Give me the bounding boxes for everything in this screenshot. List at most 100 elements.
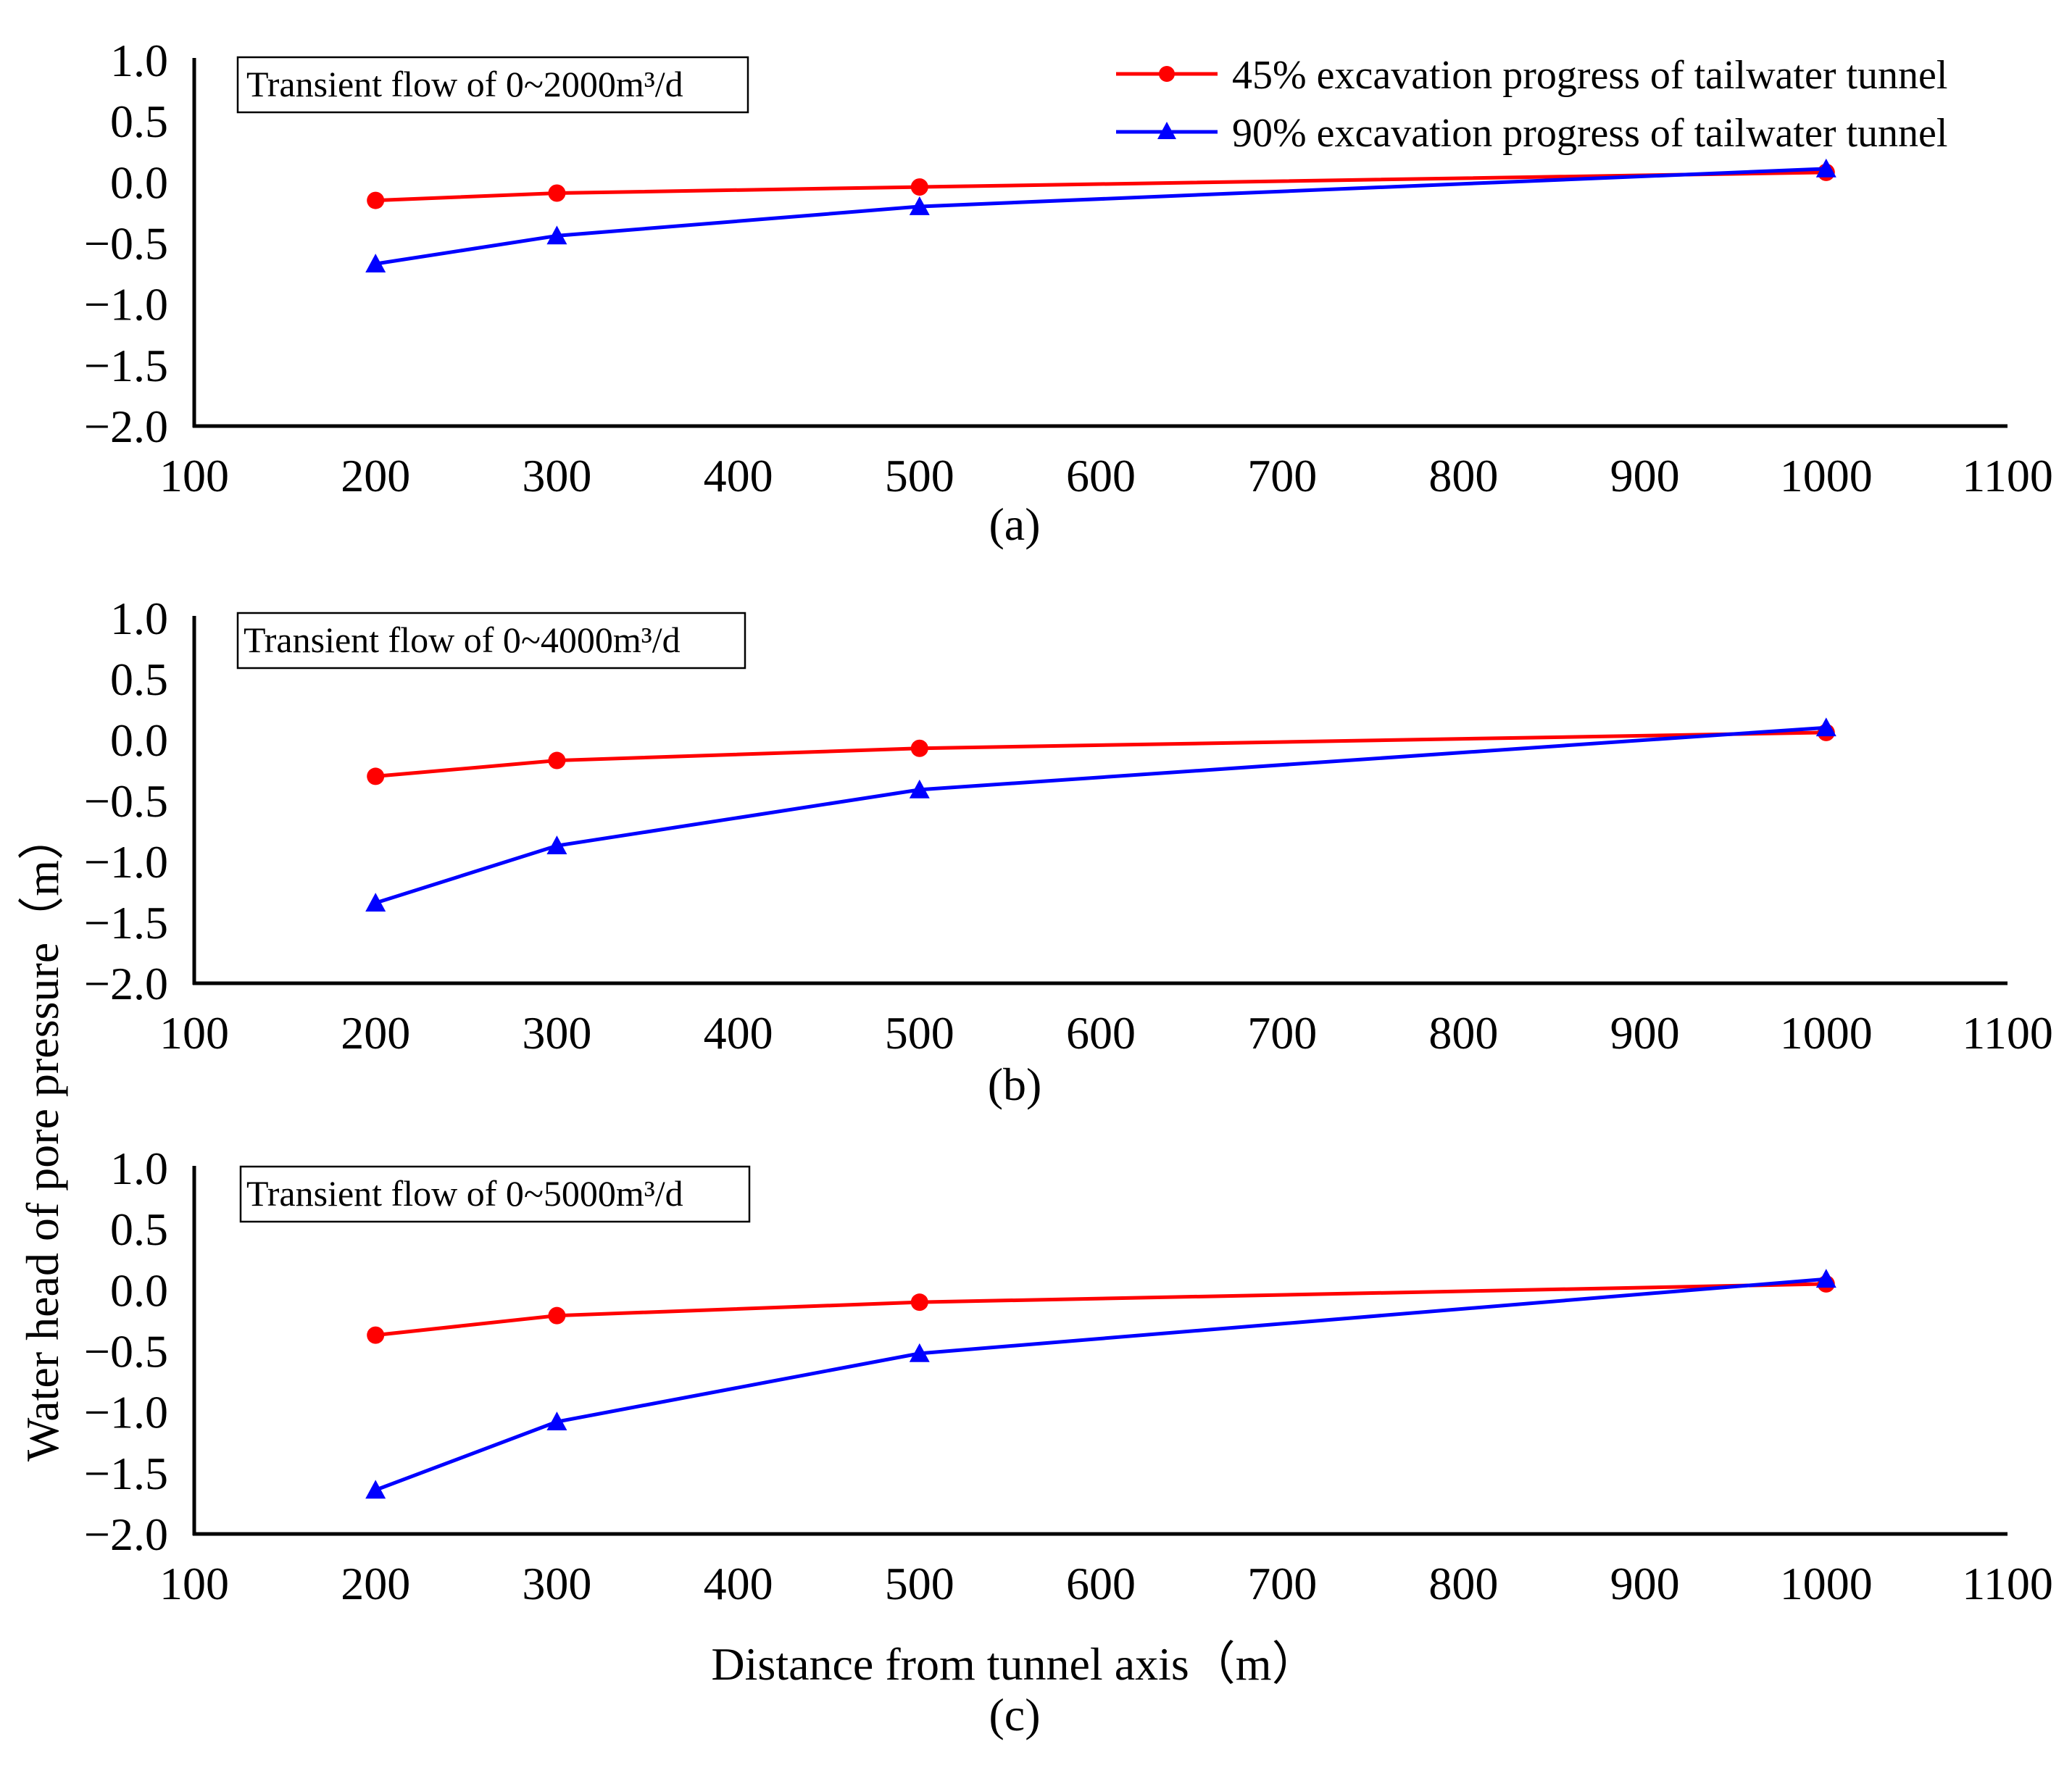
x-tick-label-b: 500 [885,1007,954,1059]
y-axis-title: Water head of pore pressure（m） [17,814,68,1461]
data-point-45-a [367,191,385,209]
data-point-90-a [546,225,567,245]
legend-label-90: 90% excavation progress of tailwater tun… [1232,111,1947,156]
y-tick-label-c: 1.0 [110,1143,168,1194]
y-tick-label-a: 0.5 [110,96,168,147]
x-tick-label-a: 400 [704,450,773,501]
y-tick-label-c: −0.5 [84,1326,168,1377]
series-c [365,1269,1836,1499]
series-a [365,158,1836,273]
data-point-90-b [546,835,567,855]
y-tick-label-a: −1.5 [84,340,168,391]
series-line-45-a [375,170,1826,203]
x-tick-label-c: 100 [159,1558,229,1609]
x-tick-label-c: 1100 [1962,1558,2053,1609]
legend: 45% excavation progress of tailwater tun… [1116,53,1947,156]
data-point-45-a [910,178,928,196]
annotation-box-c [239,1165,751,1223]
data-point-45-c [548,1306,566,1325]
panel-b: Transient flow of 0~4000m³/d 1.0 0.5 0.0 −0… [84,593,2053,1110]
annotation-b: Transient flow of 0~4000m³/d [244,620,681,660]
x-ticks-a: 100 200 300 400 500 600 700 800 900 1000 1100 [159,450,2053,501]
x-tick-label-a: 700 [1247,450,1317,501]
y-tick-label-a: 1.0 [110,35,168,86]
data-point-45-c [910,1293,928,1312]
panel-c: Transient flow of 0~5000m³/d 1.0 0.5 0.0 −0… [84,1143,2053,1740]
x-tick-label-c: 1000 [1780,1558,1873,1609]
data-point-45-b [367,767,385,785]
y-tick-label-a: 0.0 [110,157,168,208]
x-tick-label-a: 600 [1066,450,1136,501]
y-tick-label-b: −1.0 [84,836,168,888]
y-tick-label-b: −0.5 [84,775,168,827]
data-point-90-b [909,779,930,798]
x-tick-label-a: 800 [1428,450,1498,501]
series-b [365,717,1836,912]
x-tick-label-b: 900 [1610,1007,1680,1059]
data-point-45-b [910,739,928,757]
legend-marker-triangle [1157,122,1176,139]
x-tick-label-b: 300 [522,1007,591,1059]
data-point-45-c [367,1326,385,1344]
x-tick-label-c: 200 [341,1558,410,1609]
x-tick-label-a: 500 [885,450,954,501]
y-tick-label-b: 0.0 [110,714,168,766]
x-tick-label-c: 400 [704,1558,773,1609]
x-tick-label-a: 1100 [1962,450,2053,501]
data-point-90-a [365,254,386,273]
annotation-c: Transient flow of 0~5000m³/d [246,1173,683,1214]
x-ticks-b: 100 200 300 400 500 600 700 800 900 1000 1100 [159,1007,2053,1059]
legend-marker-circle [1159,66,1175,82]
x-tick-label-c: 700 [1247,1558,1317,1609]
panel-label-a: (a) [989,499,1040,550]
series-line-90-a [375,167,1826,266]
y-tick-label-b: 1.0 [110,593,168,644]
y-tick-label-c: −2.0 [84,1509,168,1560]
x-tick-label-b: 600 [1066,1007,1136,1059]
y-tick-label-b: −2.0 [84,958,168,1009]
series-line-45-c [375,1282,1826,1338]
y-ticks-c: 1.0 0.5 0.0 −0.5 −1.0 −1.5 −2.0 [84,1143,168,1560]
data-point-90-c [365,1480,386,1499]
series-line-45-b [375,730,1826,778]
x-tick-label-a: 1000 [1780,450,1873,501]
x-tick-label-b: 800 [1428,1007,1498,1059]
data-point-90-a [1815,158,1836,178]
x-tick-label-c: 600 [1066,1558,1136,1609]
data-point-90-c [1815,1269,1836,1288]
data-point-90-b [365,893,386,912]
legend-item-45: 45% excavation progress of tailwater tun… [1116,53,1947,98]
y-tick-label-c: −1.0 [84,1387,168,1438]
x-tick-label-a: 100 [159,450,229,501]
legend-label-45: 45% excavation progress of tailwater tun… [1232,53,1947,98]
data-point-90-c [909,1343,930,1362]
y-tick-label-c: 0.5 [110,1204,168,1255]
x-tick-label-b: 100 [159,1007,229,1059]
series-line-90-b [375,725,1826,905]
y-tick-label-a: −0.5 [84,218,168,270]
x-ticks-c: 100 200 300 400 500 600 700 800 900 1000 1100 [159,1558,2053,1609]
y-ticks-b: 1.0 0.5 0.0 −0.5 −1.0 −1.5 −2.0 [84,593,168,1009]
legend-item-90: 90% excavation progress of tailwater tun… [1116,111,1947,156]
data-point-90-a [909,196,930,215]
annotation-a: Transient flow of 0~2000m³/d [246,64,683,104]
y-tick-label-b: 0.5 [110,654,168,705]
x-tick-label-b: 1000 [1780,1007,1873,1059]
series-line-90-c [375,1277,1827,1492]
y-tick-label-a: −2.0 [84,401,168,452]
x-tick-label-c: 800 [1428,1558,1498,1609]
x-tick-label-a: 300 [522,450,591,501]
panel-label-c: (c) [989,1689,1040,1740]
annotation-box-b [236,612,746,670]
y-tick-label-c: −1.5 [84,1448,168,1499]
y-ticks-a: 1.0 0.5 0.0 −0.5 −1.0 −1.5 −2.0 [84,35,168,452]
y-tick-label-b: −1.5 [84,897,168,948]
x-tick-label-b: 200 [341,1007,410,1059]
x-tick-label-c: 500 [885,1558,954,1609]
x-tick-label-a: 900 [1610,450,1680,501]
y-tick-label-c: 0.0 [110,1264,168,1316]
x-tick-label-c: 900 [1610,1558,1680,1609]
data-point-90-b [1815,717,1836,737]
